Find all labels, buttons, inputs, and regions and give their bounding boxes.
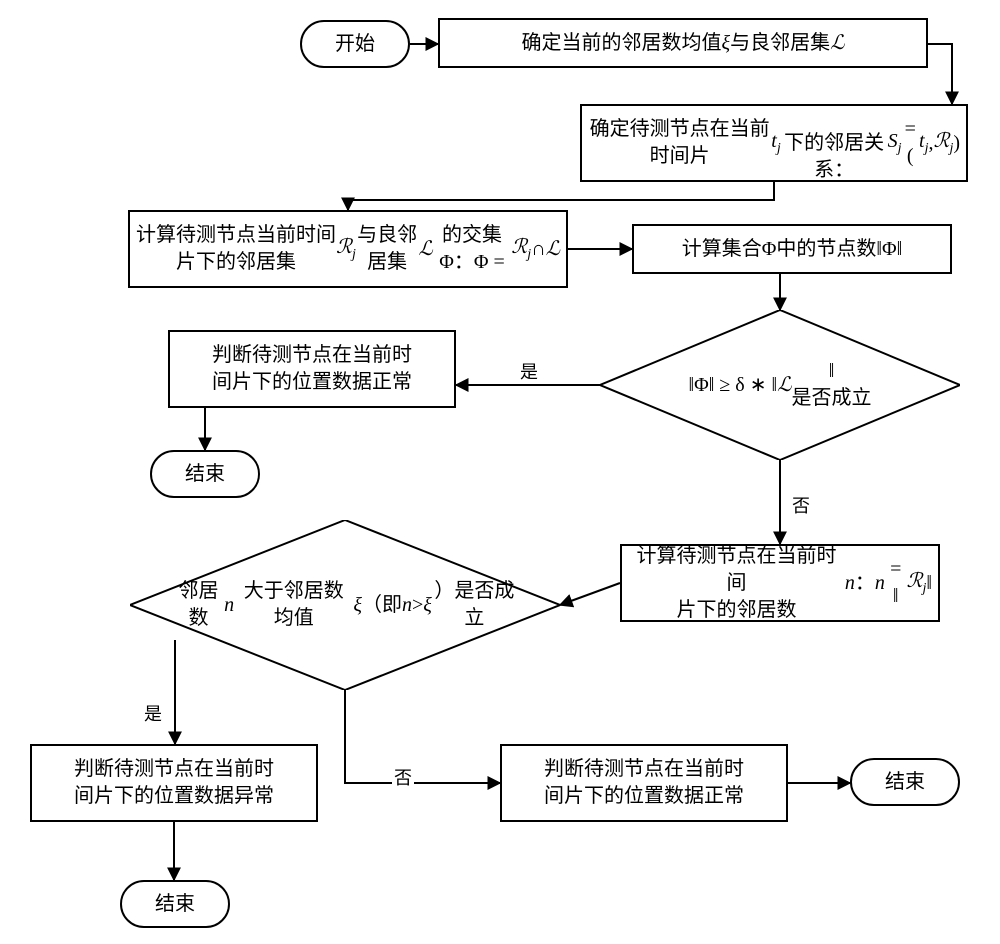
terminator-end3: 结束 <box>120 880 230 928</box>
edge-label: 否 <box>392 764 414 790</box>
terminator-end2: 结束 <box>850 758 960 806</box>
decision-d2: 邻居数n大于邻居数均值ξ（即n > ξ）是否成立 <box>130 520 560 690</box>
terminator-end1: 结束 <box>150 450 260 498</box>
process-n7no: 判断待测节点在当前时间片下的位置数据正常 <box>500 744 788 822</box>
process-n6: 计算待测节点在当前时间片下的邻居数n：n = ‖ℛj‖ <box>620 544 940 622</box>
edge-label: 否 <box>790 492 812 518</box>
process-n5yes: 判断待测节点在当前时间片下的位置数据正常 <box>168 330 456 408</box>
decision-d1: ‖Φ‖ ≥ δ ∗ ‖ℒ‖是否成立 <box>600 310 960 460</box>
process-n1: 确定当前的邻居数均值ξ与良邻居集ℒ <box>438 18 928 68</box>
edge-label: 是 <box>518 358 540 384</box>
process-n3: 计算待测节点当前时间片下的邻居集ℛj与良邻居集ℒ的交集Φ：Φ = ℛj ∩ ℒ <box>128 210 568 288</box>
process-n8yes: 判断待测节点在当前时间片下的位置数据异常 <box>30 744 318 822</box>
decision-label: 邻居数n大于邻居数均值ξ（即n > ξ）是否成立 <box>130 520 560 690</box>
decision-label: ‖Φ‖ ≥ δ ∗ ‖ℒ‖是否成立 <box>600 310 960 460</box>
process-n2: 确定待测节点在当前时间片tj下的邻居关系：Sj = (tj , ℛj) <box>580 104 968 182</box>
flowchart-canvas: 开始确定当前的邻居数均值ξ与良邻居集ℒ 确定待测节点在当前时间片tj下的邻居关系：… <box>0 0 1000 944</box>
process-n4: 计算集合Φ中的节点数‖Φ‖ <box>632 224 952 274</box>
edge-label: 是 <box>142 700 164 726</box>
terminator-start: 开始 <box>300 20 410 68</box>
